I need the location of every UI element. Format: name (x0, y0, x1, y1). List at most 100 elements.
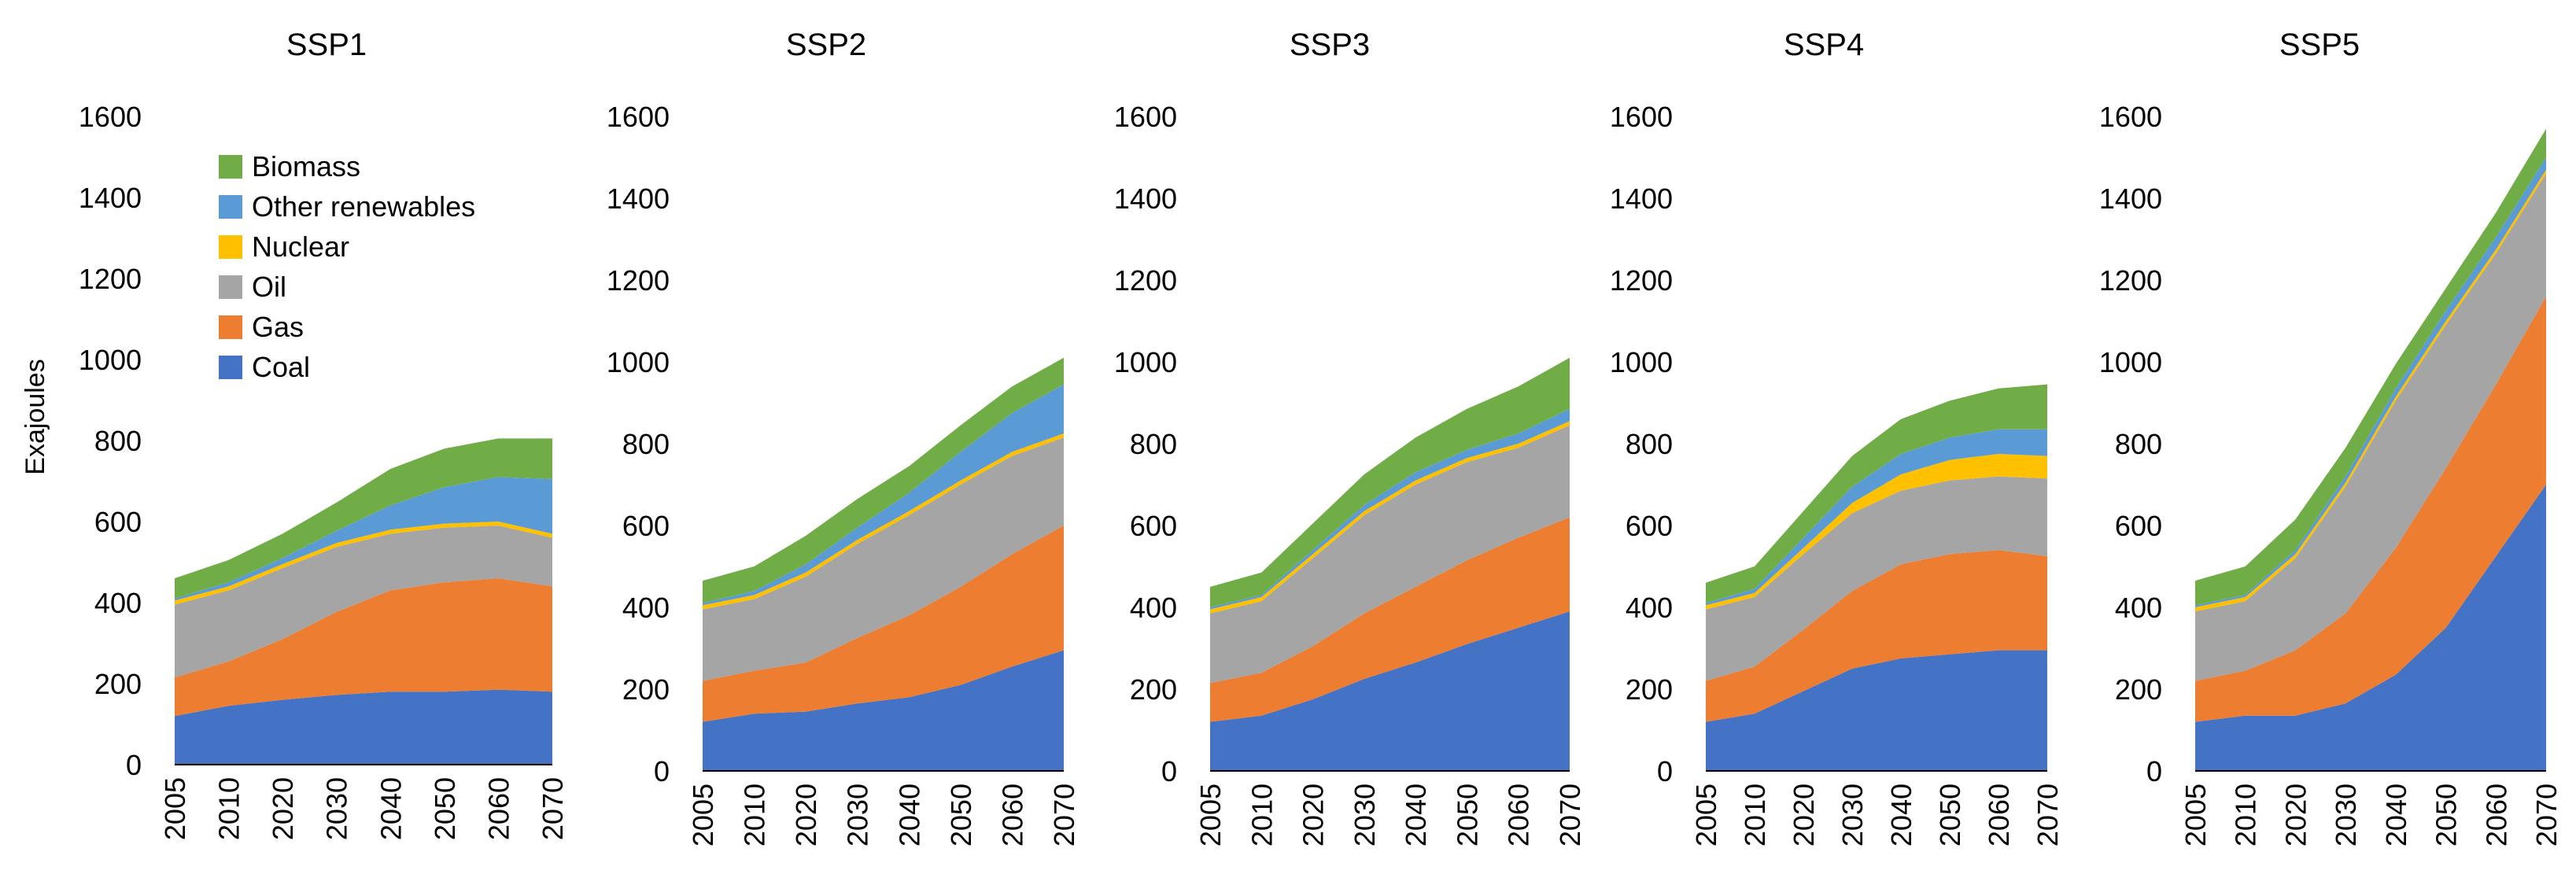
area-biomass (703, 357, 1064, 603)
x-tick-label: 2040 (2380, 784, 2412, 846)
area-nuclear (1706, 454, 2047, 610)
x-tick-label: 2020 (790, 784, 822, 846)
legend-swatch-other-renewables (219, 195, 242, 219)
area-gas (1706, 550, 2047, 722)
y-tick-label: 0 (1161, 755, 1177, 787)
area-biomass (1210, 357, 1570, 607)
area-oil (703, 437, 1064, 681)
y-tick-label: 600 (1626, 510, 1673, 542)
y-tick-label: 800 (622, 428, 670, 460)
panel-ssp2: SSP2 0 200 400 600 800 1000 1200 1400 1600 2005 201… (607, 28, 1080, 846)
x-tick-label: 2060 (996, 784, 1028, 846)
y-tick-label: 1600 (2099, 101, 2162, 133)
y-tick-label: 1600 (1114, 101, 1177, 133)
y-tick-label: 800 (2115, 428, 2162, 460)
legend-swatch-biomass (219, 155, 242, 179)
x-tick-label: 2030 (321, 777, 353, 840)
y-tick-label: 1400 (79, 182, 142, 214)
area-nuclear (703, 433, 1064, 610)
y-tick-label: 0 (654, 755, 670, 787)
x-tick-label: 2050 (1451, 784, 1483, 846)
area-coal (1210, 611, 1570, 771)
y-tick-label: 200 (1130, 673, 1177, 706)
panel-title: SSP5 (2279, 28, 2360, 62)
x-tick-label: 2030 (1836, 784, 1869, 846)
x-tick-label: 2060 (2480, 784, 2512, 846)
x-tick-label: 2050 (2430, 784, 2463, 846)
y-tick-label: 800 (1626, 428, 1673, 460)
x-tick-label: 2070 (1554, 784, 1586, 846)
x-tick-label: 2005 (1690, 784, 1722, 846)
area-coal (1706, 650, 2047, 771)
x-tick-label: 2010 (1246, 784, 1278, 846)
y-tick-label: 1600 (607, 101, 670, 133)
x-tick-label: 2070 (1048, 784, 1080, 846)
y-tick-label: 1400 (1610, 183, 1673, 215)
area-nuclear (175, 522, 552, 605)
y-tick-label: 200 (94, 668, 142, 700)
x-tick-label: 2060 (1983, 784, 2015, 846)
y-tick-label: 800 (1130, 428, 1177, 460)
x-tick-label: 2030 (2330, 784, 2362, 846)
area-coal (175, 689, 552, 765)
x-tick-label: 2020 (1788, 784, 1820, 846)
y-tick-label: 0 (1657, 755, 1673, 787)
area-gas (703, 525, 1064, 722)
area-oil (175, 525, 552, 678)
x-tick-label: 2005 (687, 784, 719, 846)
y-tick-label: 1200 (607, 264, 670, 297)
x-tick-label: 2040 (375, 777, 407, 840)
legend-label: Nuclear (252, 230, 349, 263)
x-tick-label: 2070 (2530, 784, 2563, 846)
y-tick-label: 1200 (2099, 264, 2162, 297)
legend-label: Gas (252, 311, 304, 343)
x-tick-label: 2005 (159, 777, 191, 840)
area-biomass (1706, 384, 2047, 603)
x-tick-label: 2070 (2032, 784, 2064, 846)
legend-swatch-nuclear (219, 235, 242, 259)
y-tick-label: 600 (622, 510, 670, 542)
x-tick-label: 2005 (1194, 784, 1227, 846)
y-tick-label: 1400 (607, 183, 670, 215)
x-tick-label: 2060 (1503, 784, 1535, 846)
x-tick-label: 2020 (267, 777, 299, 840)
area-oil (2195, 173, 2546, 681)
y-tick-label: 400 (622, 592, 670, 624)
panel-title: SSP3 (1290, 28, 1370, 62)
area-gas (2195, 296, 2546, 722)
y-tick-label: 400 (94, 587, 142, 619)
legend-swatch-oil (219, 275, 242, 299)
legend-label: Biomass (252, 150, 360, 183)
area-oil (1706, 476, 2047, 681)
area-coal (703, 650, 1064, 771)
x-tick-label: 2030 (842, 784, 874, 846)
x-tick-label: 2005 (2179, 784, 2212, 846)
y-tick-label: 1400 (2099, 183, 2162, 215)
y-tick-label: 1000 (1114, 346, 1177, 378)
y-tick-label: 1200 (1610, 264, 1673, 297)
y-tick-label: 0 (2146, 755, 2162, 787)
x-tick-label: 2010 (739, 784, 771, 846)
y-tick-label: 1600 (79, 101, 142, 133)
y-tick-label: 200 (622, 673, 670, 706)
y-tick-label: 1000 (1610, 346, 1673, 378)
legend-label: Coal (252, 351, 310, 383)
y-tick-label: 400 (1130, 592, 1177, 624)
y-tick-label: 200 (2115, 673, 2162, 706)
area-other-renewables (175, 477, 552, 601)
legend-swatch-coal (219, 356, 242, 379)
area-nuclear (1210, 421, 1570, 614)
y-tick-label: 600 (94, 506, 142, 538)
legend-label: Other renewables (252, 190, 475, 223)
x-tick-label: 2010 (2230, 784, 2262, 846)
x-tick-label: 2070 (537, 777, 569, 840)
y-tick-label: 1200 (79, 263, 142, 295)
area-other-renewables (703, 384, 1064, 606)
y-axis-label: Exajoules (20, 359, 50, 474)
area-coal (2195, 485, 2546, 771)
y-tick-label: 200 (1626, 673, 1673, 706)
x-tick-label: 2040 (1885, 784, 1917, 846)
area-other-renewables (1706, 429, 2047, 606)
